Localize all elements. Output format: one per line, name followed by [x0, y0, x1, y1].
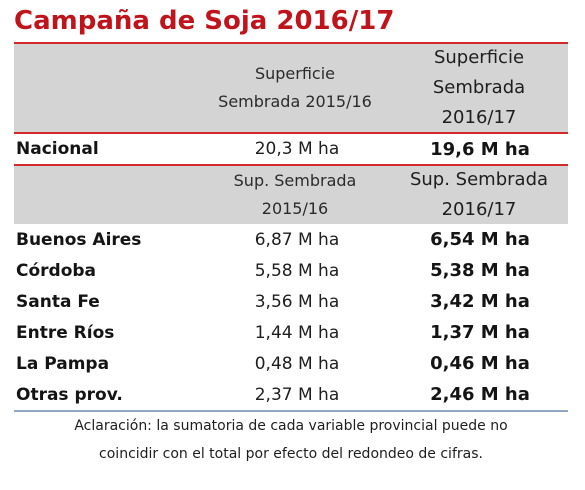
value-2016-17: 6,54 M ha [430, 229, 530, 250]
header-col-2016-17: Superficie Sembrada 2016/17 [390, 44, 568, 132]
header-row-provincial: Sup. Sembrada 2015/16 Sup. Sembrada 2016… [14, 166, 568, 224]
header-line: Sembrada 2015/16 [218, 92, 372, 111]
header-rule [14, 132, 568, 134]
value-2016-17: 5,38 M ha [430, 260, 530, 281]
value-2015-16: 5,58 M ha [254, 260, 340, 281]
province-rows: Buenos Aires 6,87 M ha 6,54 M ha Córdoba… [14, 224, 568, 410]
table-row: Otras prov. 2,37 M ha 2,46 M ha [14, 379, 568, 410]
value-2015-16: 20,3 M ha [254, 139, 340, 159]
header-row-national: Superficie Sembrada 2015/16 Superficie S… [14, 44, 568, 132]
row-label: Otras prov. [16, 384, 123, 405]
header-col-2016-17: Sup. Sembrada 2016/17 [390, 166, 568, 224]
value-2015-16: 2,37 M ha [254, 384, 340, 405]
value-2015-16: 3,56 M ha [254, 291, 340, 312]
header-empty-cell [14, 166, 200, 224]
footnote-line: coincidir con el total por efecto del re… [99, 446, 483, 462]
value-2016-17: 3,42 M ha [430, 291, 530, 312]
header-col-2015-16: Sup. Sembrada 2015/16 [200, 166, 390, 224]
header-col-2015-16: Superficie Sembrada 2015/16 [200, 44, 390, 132]
table-row: Buenos Aires 6,87 M ha 6,54 M ha [14, 224, 568, 255]
row-label: Santa Fe [16, 291, 100, 312]
top-rule [14, 42, 568, 44]
table-row: Santa Fe 3,56 M ha 3,42 M ha [14, 286, 568, 317]
value-2015-16: 1,44 M ha [254, 322, 340, 343]
bottom-rule [14, 410, 568, 412]
row-label: Nacional [16, 139, 99, 159]
table-row: La Pampa 0,48 M ha 0,46 M ha [14, 348, 568, 379]
header-line: Sembrada [432, 77, 526, 98]
value-2015-16: 0,48 M ha [254, 353, 340, 374]
row-label: Córdoba [16, 260, 97, 281]
header-line: 2015/16 [261, 199, 329, 218]
footnote-line: Aclaración: la sumatoria de cada variabl… [74, 418, 508, 434]
page-title: Campaña de Soja 2016/17 [14, 6, 395, 36]
section-rule [14, 164, 568, 166]
header-empty-cell [14, 44, 200, 132]
header-line: Sup. Sembrada [233, 171, 357, 190]
value-2016-17: 2,46 M ha [430, 384, 530, 405]
soy-area-table: Superficie Sembrada 2015/16 Superficie S… [14, 42, 568, 412]
value-2016-17: 19,6 M ha [430, 138, 530, 160]
header-line: 2016/17 [441, 107, 517, 128]
table-row: Entre Ríos 1,44 M ha 1,37 M ha [14, 317, 568, 348]
value-2016-17: 0,46 M ha [430, 353, 530, 374]
footnote: Aclaración: la sumatoria de cada variabl… [14, 412, 568, 468]
header-line: 2016/17 [441, 199, 517, 220]
value-2016-17: 1,37 M ha [430, 322, 530, 343]
value-2015-16: 6,87 M ha [254, 229, 340, 250]
header-line: Superficie [254, 64, 336, 83]
row-label: Entre Ríos [16, 322, 115, 343]
table-row: Córdoba 5,58 M ha 5,38 M ha [14, 255, 568, 286]
row-label: La Pampa [16, 353, 110, 374]
table-row-nacional: Nacional 20,3 M ha 19,6 M ha [14, 134, 568, 164]
row-label: Buenos Aires [16, 229, 142, 250]
header-line: Sup. Sembrada [409, 169, 549, 190]
header-line: Superficie [433, 47, 525, 68]
